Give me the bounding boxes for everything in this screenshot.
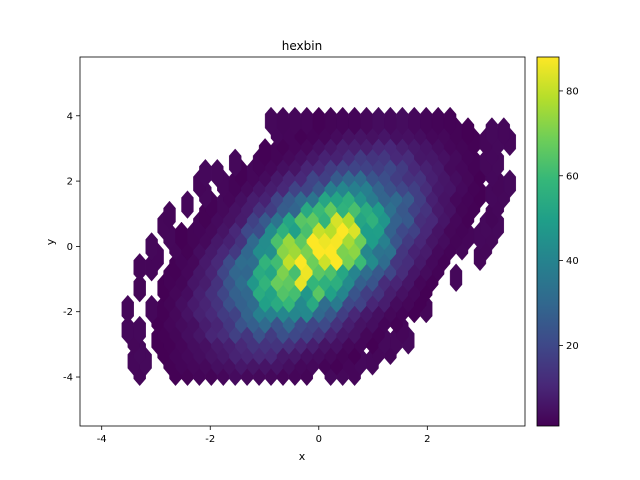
hexbin-cell (211, 158, 224, 188)
chart-title: hexbin (282, 39, 322, 53)
hexbin-cell (163, 200, 176, 230)
hexbin-cell (497, 117, 510, 146)
hexbin-cell (121, 294, 134, 324)
x-tick-label: 2 (424, 434, 430, 445)
colorbar-ticks: 20 40 60 80 (559, 86, 579, 352)
y-axis-label: y (44, 238, 57, 245)
hexbin-cell (145, 232, 158, 261)
x-tick-label: 0 (316, 434, 322, 445)
hexbin-cell (181, 190, 194, 219)
x-axis-label: x (299, 450, 306, 463)
colorbar-tick-label: 20 (566, 341, 579, 352)
hexbin-cell (449, 263, 463, 293)
plot-frame (79, 56, 526, 427)
hexbin-cell (133, 273, 146, 303)
hexbin-cell (461, 117, 475, 146)
hexbin-cell (133, 315, 146, 345)
y-tick-label: -2 (63, 307, 73, 318)
y-tick-label: 2 (67, 177, 73, 188)
y-tick-label: 0 (67, 242, 73, 253)
colorbar (536, 56, 560, 427)
colorbar-tick-label: 80 (566, 86, 579, 97)
hexbin-cell (228, 148, 242, 178)
hexbin-cells (121, 106, 516, 387)
y-tick-label: -4 (63, 373, 73, 384)
x-tick-label: -4 (97, 434, 107, 445)
y-axis-ticks: -4 -2 0 2 4 (63, 111, 80, 384)
colorbar-tick-label: 60 (566, 171, 579, 182)
y-tick-label: 4 (67, 111, 73, 122)
x-tick-label: -2 (205, 434, 215, 445)
x-axis-ticks: -4 -2 0 2 (97, 426, 431, 445)
colorbar-tick-label: 40 (566, 256, 579, 267)
hexbin-cell (133, 253, 146, 282)
hexbin-cell (503, 169, 516, 198)
hexbin-cell (443, 106, 457, 136)
